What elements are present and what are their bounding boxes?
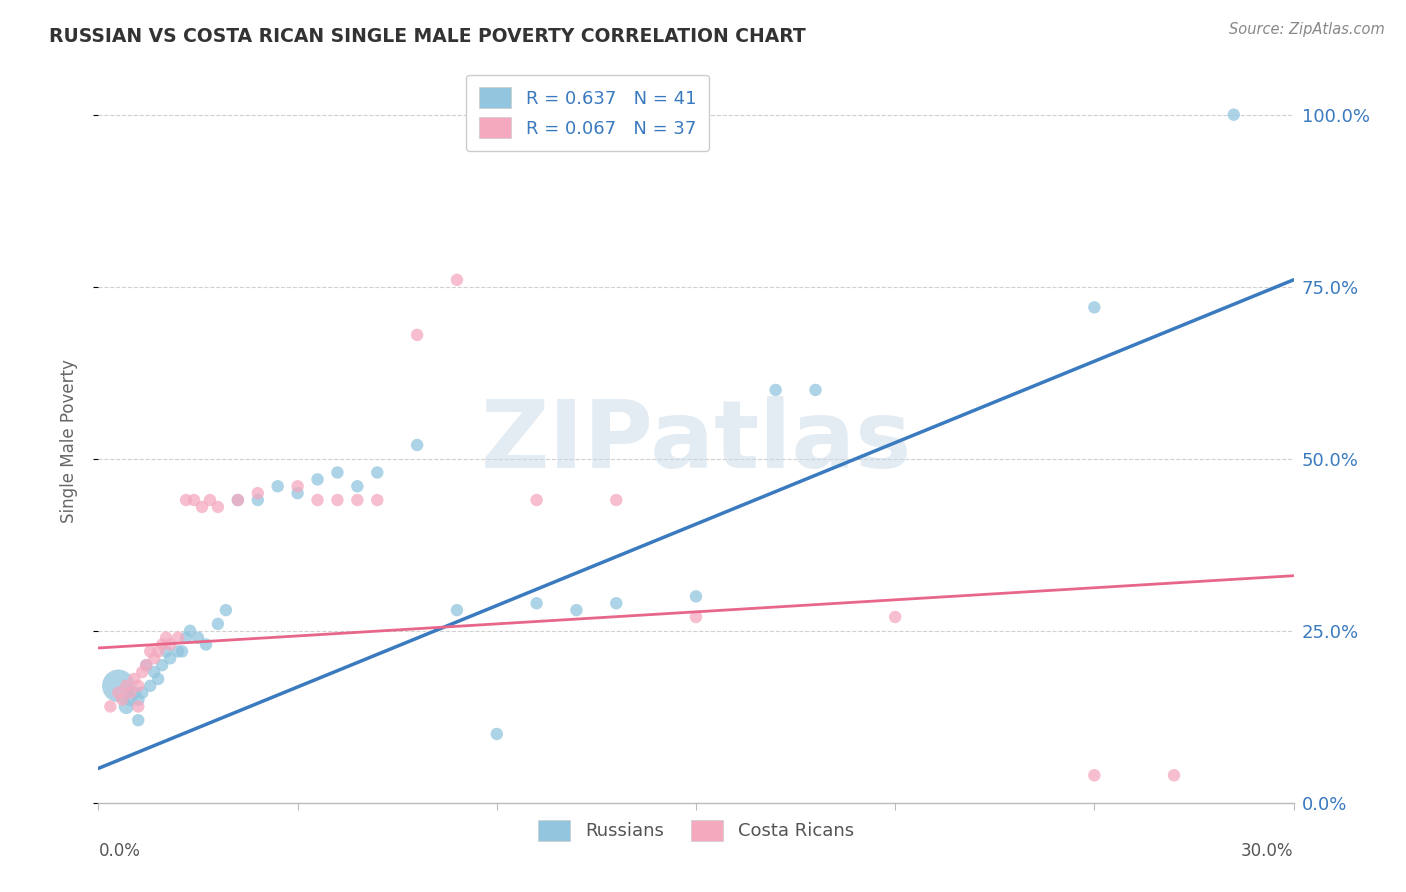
Russians xyxy=(565,603,588,617)
Text: 30.0%: 30.0% xyxy=(1241,842,1294,860)
Costa Ricans xyxy=(526,493,548,508)
Costa Ricans xyxy=(131,665,153,679)
Costa Ricans xyxy=(307,493,329,508)
Costa Ricans xyxy=(685,610,707,624)
Costa Ricans xyxy=(884,610,907,624)
Russians xyxy=(120,692,142,706)
Russians xyxy=(765,383,787,397)
Costa Ricans xyxy=(207,500,229,514)
Russians xyxy=(605,596,627,610)
Russians xyxy=(131,686,153,700)
Costa Ricans xyxy=(150,638,173,652)
Costa Ricans xyxy=(111,692,134,706)
Costa Ricans xyxy=(135,658,157,673)
Legend: Russians, Costa Ricans: Russians, Costa Ricans xyxy=(530,813,862,848)
Costa Ricans xyxy=(107,686,129,700)
Costa Ricans xyxy=(605,493,627,508)
Russians xyxy=(124,686,146,700)
Costa Ricans xyxy=(1083,768,1105,782)
Text: 0.0%: 0.0% xyxy=(98,842,141,860)
Costa Ricans xyxy=(346,493,368,508)
Costa Ricans xyxy=(446,273,468,287)
Russians xyxy=(115,699,138,714)
Costa Ricans xyxy=(1163,768,1185,782)
Russians xyxy=(135,658,157,673)
Russians xyxy=(446,603,468,617)
Russians xyxy=(1083,301,1105,315)
Costa Ricans xyxy=(174,493,197,508)
Russians xyxy=(127,692,149,706)
Russians xyxy=(406,438,429,452)
Costa Ricans xyxy=(191,500,214,514)
Russians xyxy=(215,603,238,617)
Russians xyxy=(139,679,162,693)
Russians xyxy=(155,644,177,658)
Russians xyxy=(287,486,309,500)
Costa Ricans xyxy=(139,644,162,658)
Costa Ricans xyxy=(155,631,177,645)
Russians xyxy=(685,590,707,604)
Costa Ricans xyxy=(98,699,122,714)
Russians xyxy=(366,466,388,480)
Russians xyxy=(187,631,209,645)
Russians xyxy=(226,493,249,508)
Russians xyxy=(159,651,181,665)
Russians xyxy=(107,679,129,693)
Russians xyxy=(485,727,508,741)
Costa Ricans xyxy=(127,699,149,714)
Russians xyxy=(143,665,166,679)
Costa Ricans xyxy=(143,651,166,665)
Costa Ricans xyxy=(198,493,221,508)
Russians xyxy=(167,644,190,658)
Russians xyxy=(1223,108,1246,122)
Text: ZIPatlas: ZIPatlas xyxy=(481,395,911,488)
Costa Ricans xyxy=(115,679,138,693)
Costa Ricans xyxy=(326,493,349,508)
Russians xyxy=(804,383,827,397)
Costa Ricans xyxy=(246,486,269,500)
Russians xyxy=(346,479,368,493)
Russians xyxy=(526,596,548,610)
Costa Ricans xyxy=(183,493,205,508)
Russians xyxy=(172,644,194,658)
Costa Ricans xyxy=(366,493,388,508)
Russians xyxy=(307,472,329,486)
Text: Source: ZipAtlas.com: Source: ZipAtlas.com xyxy=(1229,22,1385,37)
Text: RUSSIAN VS COSTA RICAN SINGLE MALE POVERTY CORRELATION CHART: RUSSIAN VS COSTA RICAN SINGLE MALE POVER… xyxy=(49,27,806,45)
Y-axis label: Single Male Poverty: Single Male Poverty xyxy=(59,359,77,524)
Costa Ricans xyxy=(120,686,142,700)
Russians xyxy=(195,638,218,652)
Costa Ricans xyxy=(406,327,429,342)
Costa Ricans xyxy=(127,679,149,693)
Costa Ricans xyxy=(226,493,249,508)
Russians xyxy=(174,631,197,645)
Costa Ricans xyxy=(167,631,190,645)
Costa Ricans xyxy=(287,479,309,493)
Russians xyxy=(267,479,290,493)
Russians xyxy=(150,658,173,673)
Russians xyxy=(326,466,349,480)
Russians xyxy=(148,672,170,686)
Costa Ricans xyxy=(159,638,181,652)
Costa Ricans xyxy=(124,672,146,686)
Costa Ricans xyxy=(148,644,170,658)
Russians xyxy=(179,624,201,638)
Russians xyxy=(127,713,149,727)
Russians xyxy=(246,493,269,508)
Russians xyxy=(207,616,229,631)
